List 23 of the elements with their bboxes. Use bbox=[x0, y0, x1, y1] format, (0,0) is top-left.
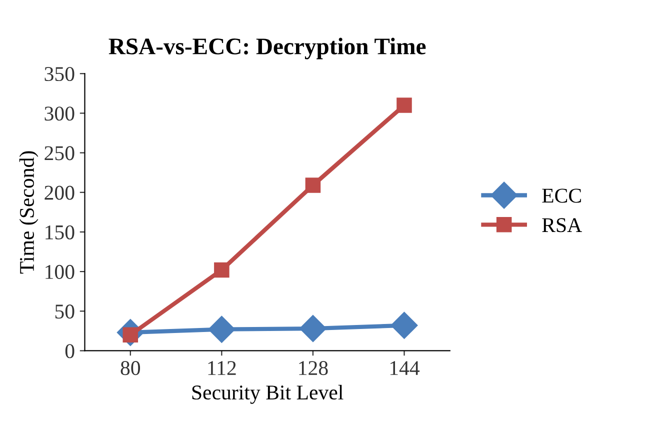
chart-title: RSA-vs-ECC: Decryption Time bbox=[108, 38, 426, 60]
x-tick-label: 128 bbox=[299, 361, 328, 376]
x-tick-label: 112 bbox=[208, 361, 236, 375]
legend-label: RSA bbox=[542, 218, 582, 232]
point bbox=[305, 178, 321, 193]
point bbox=[208, 316, 236, 343]
y-tick-label: 150 bbox=[46, 225, 74, 240]
point bbox=[390, 312, 418, 339]
y-tick-label: 50 bbox=[55, 304, 74, 319]
point bbox=[396, 98, 412, 113]
x-tick-label: 80 bbox=[120, 361, 140, 376]
y-tick-label: 100 bbox=[46, 264, 74, 279]
x-axis-title: Security Bit Level bbox=[192, 384, 344, 404]
y-tick-label: 350 bbox=[44, 66, 74, 82]
y-tick-label: 250 bbox=[44, 146, 74, 160]
legend-label: ECC bbox=[542, 188, 581, 203]
y-tick-label: 0 bbox=[65, 344, 74, 358]
y-axis-title: Time (Second) bbox=[19, 151, 38, 274]
point bbox=[214, 262, 230, 278]
y-tick-label: 200 bbox=[44, 186, 74, 200]
point bbox=[300, 315, 326, 342]
x-tick-label: 144 bbox=[390, 361, 420, 375]
y-tick-label: 300 bbox=[44, 106, 74, 121]
